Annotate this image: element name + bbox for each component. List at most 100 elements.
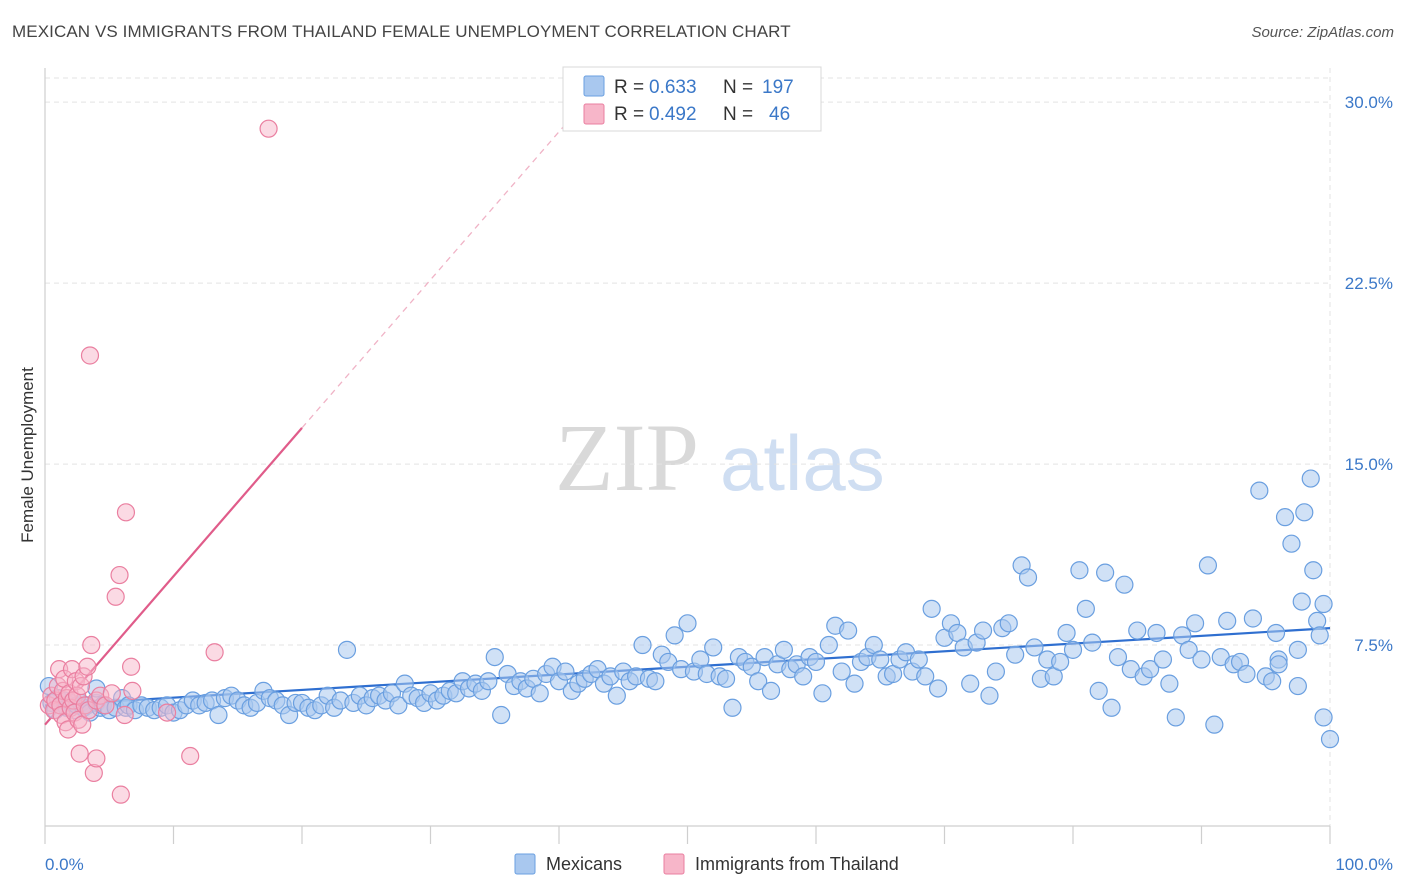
mexicans-point: [1006, 645, 1025, 664]
mexicans-point: [1147, 623, 1166, 643]
mexicans-point: [1051, 652, 1070, 672]
mexicans-point: [922, 599, 941, 618]
mexicans-point: [1304, 561, 1323, 580]
source-credit: Source: ZipAtlas.com: [1251, 24, 1394, 41]
thailand-point: [110, 565, 129, 585]
mexicans-point: [1314, 594, 1333, 614]
mexicans-point: [1057, 623, 1076, 643]
mexicans-point: [1070, 561, 1089, 580]
y-tick-label: 7.5%: [1354, 636, 1393, 655]
mexicans-point: [916, 667, 935, 686]
mexicans-point: [794, 667, 813, 686]
mexicans-point: [1025, 638, 1044, 657]
thailand-point: [78, 657, 97, 676]
thailand-point: [181, 746, 200, 766]
y-tick-label: 15.0%: [1345, 455, 1393, 474]
legend-swatch-mexicans: [583, 75, 605, 97]
mexicans-point: [607, 686, 626, 705]
mexicans-point: [556, 662, 575, 681]
mexicans-point: [1301, 469, 1320, 488]
mexicans-point: [1310, 626, 1329, 645]
mexicans-point: [986, 662, 1006, 681]
legend-n-label-thailand: N =: [723, 104, 753, 125]
watermark: ZIP atlas: [555, 404, 885, 511]
y-tick-labels: 7.5% 15.0% 22.5% 30.0%: [1345, 93, 1393, 655]
mexicans-point: [678, 614, 697, 633]
thailand-points: [39, 119, 278, 804]
mexicans-point: [1153, 650, 1173, 669]
thailand-point: [123, 681, 142, 700]
mexicans-point: [1292, 592, 1311, 611]
thailand-point: [102, 684, 121, 703]
mexicans-point: [1288, 676, 1307, 696]
mexicans-point: [1018, 568, 1038, 587]
mexicans-point: [1295, 503, 1314, 522]
y-tick-label: 22.5%: [1345, 274, 1393, 293]
y-tick-label: 30.0%: [1345, 93, 1393, 112]
mexicans-point: [1160, 674, 1179, 693]
thailand-point: [121, 657, 141, 676]
stats-legend: R = 0.633 N = 197 R = 0.492 N = 46: [562, 66, 822, 132]
mexicans-point: [1166, 708, 1185, 727]
mexicans-point: [1266, 623, 1286, 643]
mexicans-point: [774, 640, 793, 659]
mexicans-point: [1237, 664, 1256, 684]
bottom-legend-swatch-mexicans: [514, 853, 536, 875]
mexicans-point: [485, 647, 504, 667]
thailand-point: [259, 119, 278, 138]
thailand-point: [116, 503, 136, 522]
thailand-point: [157, 703, 177, 722]
mexicans-point: [723, 698, 742, 717]
mexicans-point: [871, 650, 890, 669]
mexicans-point: [1185, 614, 1205, 633]
mexicans-point: [1218, 611, 1237, 631]
mexicans-point: [1089, 681, 1108, 700]
thailand-point: [70, 744, 89, 763]
mexicans-point: [1320, 730, 1340, 749]
legend-n-label-mexicans: N =: [723, 77, 753, 98]
legend-r-label-mexicans: R =: [614, 77, 644, 98]
mexicans-point: [1192, 650, 1211, 669]
mexicans-point: [1108, 647, 1128, 667]
mexicans-point: [1250, 481, 1269, 500]
mexicans-point: [492, 705, 511, 725]
mexicans-point: [716, 669, 736, 688]
legend-n-value-thailand: 46: [769, 104, 790, 125]
mexicans-point: [973, 621, 993, 640]
mexicans-point: [819, 635, 838, 655]
mexicans-point: [479, 672, 498, 691]
legend-n-value-mexicans: 197: [762, 77, 794, 98]
legend-r-value-thailand: 0.492: [649, 104, 697, 125]
mexicans-point: [1198, 556, 1218, 575]
mexicans-point: [1275, 508, 1295, 527]
mexicans-point: [1314, 708, 1333, 727]
mexicans-point: [1288, 640, 1307, 659]
mexicans-point: [909, 650, 928, 669]
thailand-point: [80, 346, 100, 365]
mexicans-point: [845, 674, 864, 693]
mexicans-point: [1179, 640, 1198, 659]
bottom-legend-label-thailand: Immigrants from Thailand: [695, 854, 899, 874]
mexicans-point: [1269, 655, 1288, 674]
thailand-point: [111, 785, 130, 804]
mexicans-point: [337, 640, 357, 659]
legend-swatch-thailand: [583, 103, 605, 125]
mexicans-point: [999, 614, 1018, 633]
mexicans-point: [832, 662, 851, 681]
mexicans-point: [839, 621, 858, 640]
mexicans-point: [1282, 534, 1301, 553]
bottom-legend-swatch-thailand: [663, 853, 685, 875]
mexicans-point: [961, 674, 980, 693]
watermark-atlas: atlas: [720, 419, 885, 507]
mexicans-point: [1063, 640, 1083, 659]
mexicans-point: [633, 635, 652, 655]
mexicans-point: [1128, 621, 1147, 640]
x-tick-label: 0.0%: [45, 855, 84, 874]
mexicans-point: [1076, 599, 1095, 618]
thailand-point: [106, 587, 125, 606]
x-tick-label: 100.0%: [1335, 855, 1393, 874]
mexicans-point: [761, 681, 781, 700]
mexicans-point: [1243, 609, 1263, 628]
mexicans-point: [1115, 575, 1134, 594]
